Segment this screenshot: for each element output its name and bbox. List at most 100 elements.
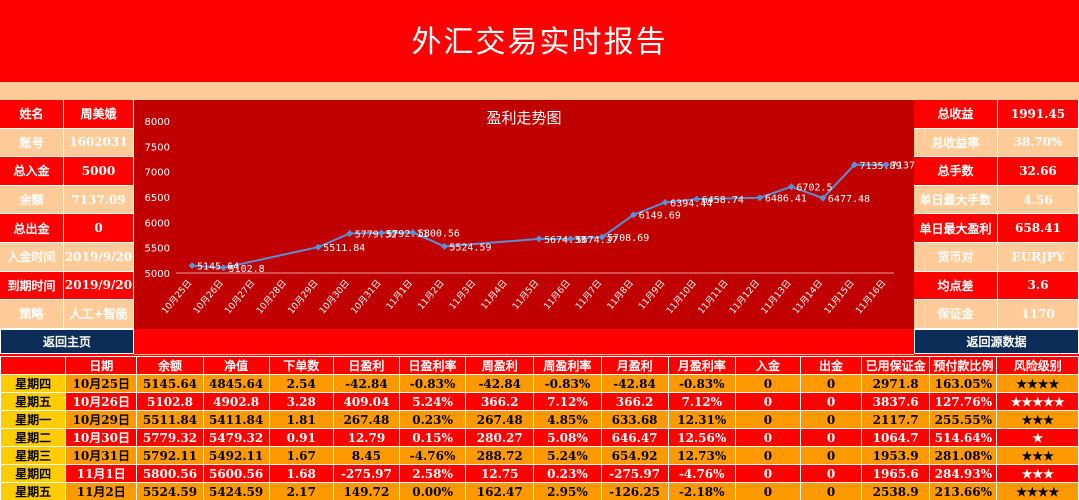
table-cell: 5.24%: [533, 446, 602, 465]
table-cell: 366.2: [600, 392, 669, 411]
data-label: 5524.59: [449, 242, 491, 253]
table-cell: 10月26日: [65, 392, 138, 411]
table-cell: 7.12%: [667, 392, 736, 411]
right_panel-label: 单日最大手数: [914, 185, 998, 214]
table-cell: 11月1日: [65, 464, 138, 483]
table-cell: 星期四: [0, 374, 67, 393]
table-cell: 213.66%: [929, 482, 998, 500]
table-cell: 0: [799, 464, 863, 483]
table-row: 星期五 11月2日 5524.59 5424.59 2.17 149.72 0.00% 162…: [0, 482, 1079, 500]
right_panel-label: 总收益: [914, 100, 998, 128]
table-cell: 366.2: [465, 392, 535, 411]
table-row: 星期二 10月30日 5779.32 5479.32 0.91 12.79 0.15% 280…: [0, 428, 1079, 447]
left_panel-label: 姓名: [0, 100, 64, 128]
table-cell: 0: [734, 482, 801, 500]
right_panel-row: 货币对 EURJPY: [914, 242, 1079, 272]
left_panel-label: 到期时间: [0, 271, 64, 300]
data-label: 6458.74: [702, 195, 744, 206]
data-point: [409, 228, 417, 236]
table-row: 星期五 10月26日 5102.8 4902.8 3.28 409.04 5.24% 366.…: [0, 392, 1079, 411]
data-label: 5708.69: [607, 233, 649, 244]
right_panel-row: 单日最大手数 4.56: [914, 185, 1079, 215]
column-header: 出金: [799, 356, 863, 375]
table-cell: 星期五: [0, 482, 67, 500]
table-cell: 12.31%: [667, 410, 736, 429]
data-point: [693, 195, 701, 203]
table-cell: 267.48: [332, 410, 400, 429]
data-point: [850, 161, 858, 169]
table-cell: 1965.6: [861, 464, 931, 483]
table-cell: -275.97: [600, 464, 669, 483]
left_panel-label: 账号: [0, 128, 64, 157]
data-label: 6702.5: [796, 183, 832, 194]
table-cell: 0: [799, 392, 863, 411]
data-point: [220, 264, 228, 272]
data-label: 6486.41: [765, 194, 807, 205]
table-cell: 3837.6: [861, 392, 931, 411]
performance-summary-panel: 总收益 1991.45 总收益率 38.70% 总手数 32.66 单日最大手数 4.56 单日…: [914, 100, 1079, 329]
right_panel-value: 3.6: [998, 271, 1079, 300]
table-cell: 5800.56: [136, 464, 204, 483]
table-cell: 7.12%: [533, 392, 602, 411]
right_panel-row: 均点差 3.6: [914, 271, 1079, 301]
table-cell: 12.56%: [667, 428, 736, 447]
table-cell: 1.81: [268, 410, 334, 429]
table-cell: 星期二: [0, 428, 67, 447]
column-header: 下单数: [268, 356, 334, 375]
table-cell: 1953.9: [861, 446, 931, 465]
left_panel-value: 2019/9/20: [64, 271, 134, 300]
table-cell: 0.15%: [398, 428, 467, 447]
right_panel-value: 1991.45: [998, 100, 1079, 128]
right_panel-label: 单日最大盈利: [914, 214, 998, 242]
table-cell: 5492.11: [202, 446, 270, 465]
table-cell: 4902.8: [202, 392, 270, 411]
column-header: 日盈利: [332, 356, 400, 375]
table-cell: 5479.32: [202, 428, 270, 447]
table-cell: 149.72: [332, 482, 400, 500]
column-header: 日盈利率: [398, 356, 467, 375]
data-point: [567, 235, 575, 243]
table-cell: 5.08%: [533, 428, 602, 447]
table-cell: 星期三: [0, 446, 67, 465]
table-cell: -42.84: [465, 374, 535, 393]
right_panel-value: EURJPY: [998, 242, 1079, 271]
table-cell: 星期一: [0, 410, 67, 429]
left_panel-label: 策略: [0, 300, 64, 328]
table-cell: 127.76%: [929, 392, 998, 411]
table-cell: ★★★★: [996, 374, 1079, 393]
table-cell: 5792.11: [136, 446, 204, 465]
table-cell: 8.45: [332, 446, 400, 465]
left_panel-value: 1602031: [64, 128, 134, 157]
column-header: 净值: [202, 356, 270, 375]
table-cell: 646.47: [600, 428, 669, 447]
table-row: 星期四 10月25日 5145.64 4845.64 2.54 -42.84 -0.83% -…: [0, 374, 1079, 393]
table-cell: 0.91: [268, 428, 334, 447]
right_panel-label: 总收益率: [914, 128, 998, 157]
left_panel-label: 总出金: [0, 214, 64, 242]
table-cell: 0.00%: [398, 482, 467, 500]
profit-series-line: [191, 163, 887, 269]
left_panel-row: 总出金 0: [0, 214, 134, 243]
right_panel-value: 38.70%: [998, 128, 1079, 157]
back-home-button[interactable]: 返回主页: [0, 329, 134, 354]
table-cell: ★★★★★: [996, 392, 1079, 411]
table-cell: ★★★★: [996, 482, 1079, 500]
table-row: 星期一 10月29日 5511.84 5411.84 1.81 267.48 0.23% 26…: [0, 410, 1079, 429]
table-cell: 0.23%: [533, 464, 602, 483]
column-header: 月盈利: [600, 356, 669, 375]
table-cell: 0: [734, 428, 801, 447]
table-cell: 4845.64: [202, 374, 270, 393]
y-tick-label: 5500: [145, 244, 170, 255]
data-point: [661, 198, 669, 206]
left_panel-value: 5000: [64, 157, 134, 185]
column-header: 余额: [136, 356, 204, 375]
right_panel-label: 货币对: [914, 242, 998, 271]
table-cell: 10月29日: [65, 410, 138, 429]
right_panel-row: 总收益率 38.70%: [914, 128, 1079, 158]
table-cell: 星期四: [0, 464, 67, 483]
y-tick-label: 6500: [145, 193, 170, 204]
table-cell: 10月31日: [65, 446, 138, 465]
chart-title: 盈利走势图: [486, 109, 561, 127]
table-cell: 2.17: [268, 482, 334, 500]
back-source-data-button[interactable]: 返回源数据: [914, 329, 1079, 354]
